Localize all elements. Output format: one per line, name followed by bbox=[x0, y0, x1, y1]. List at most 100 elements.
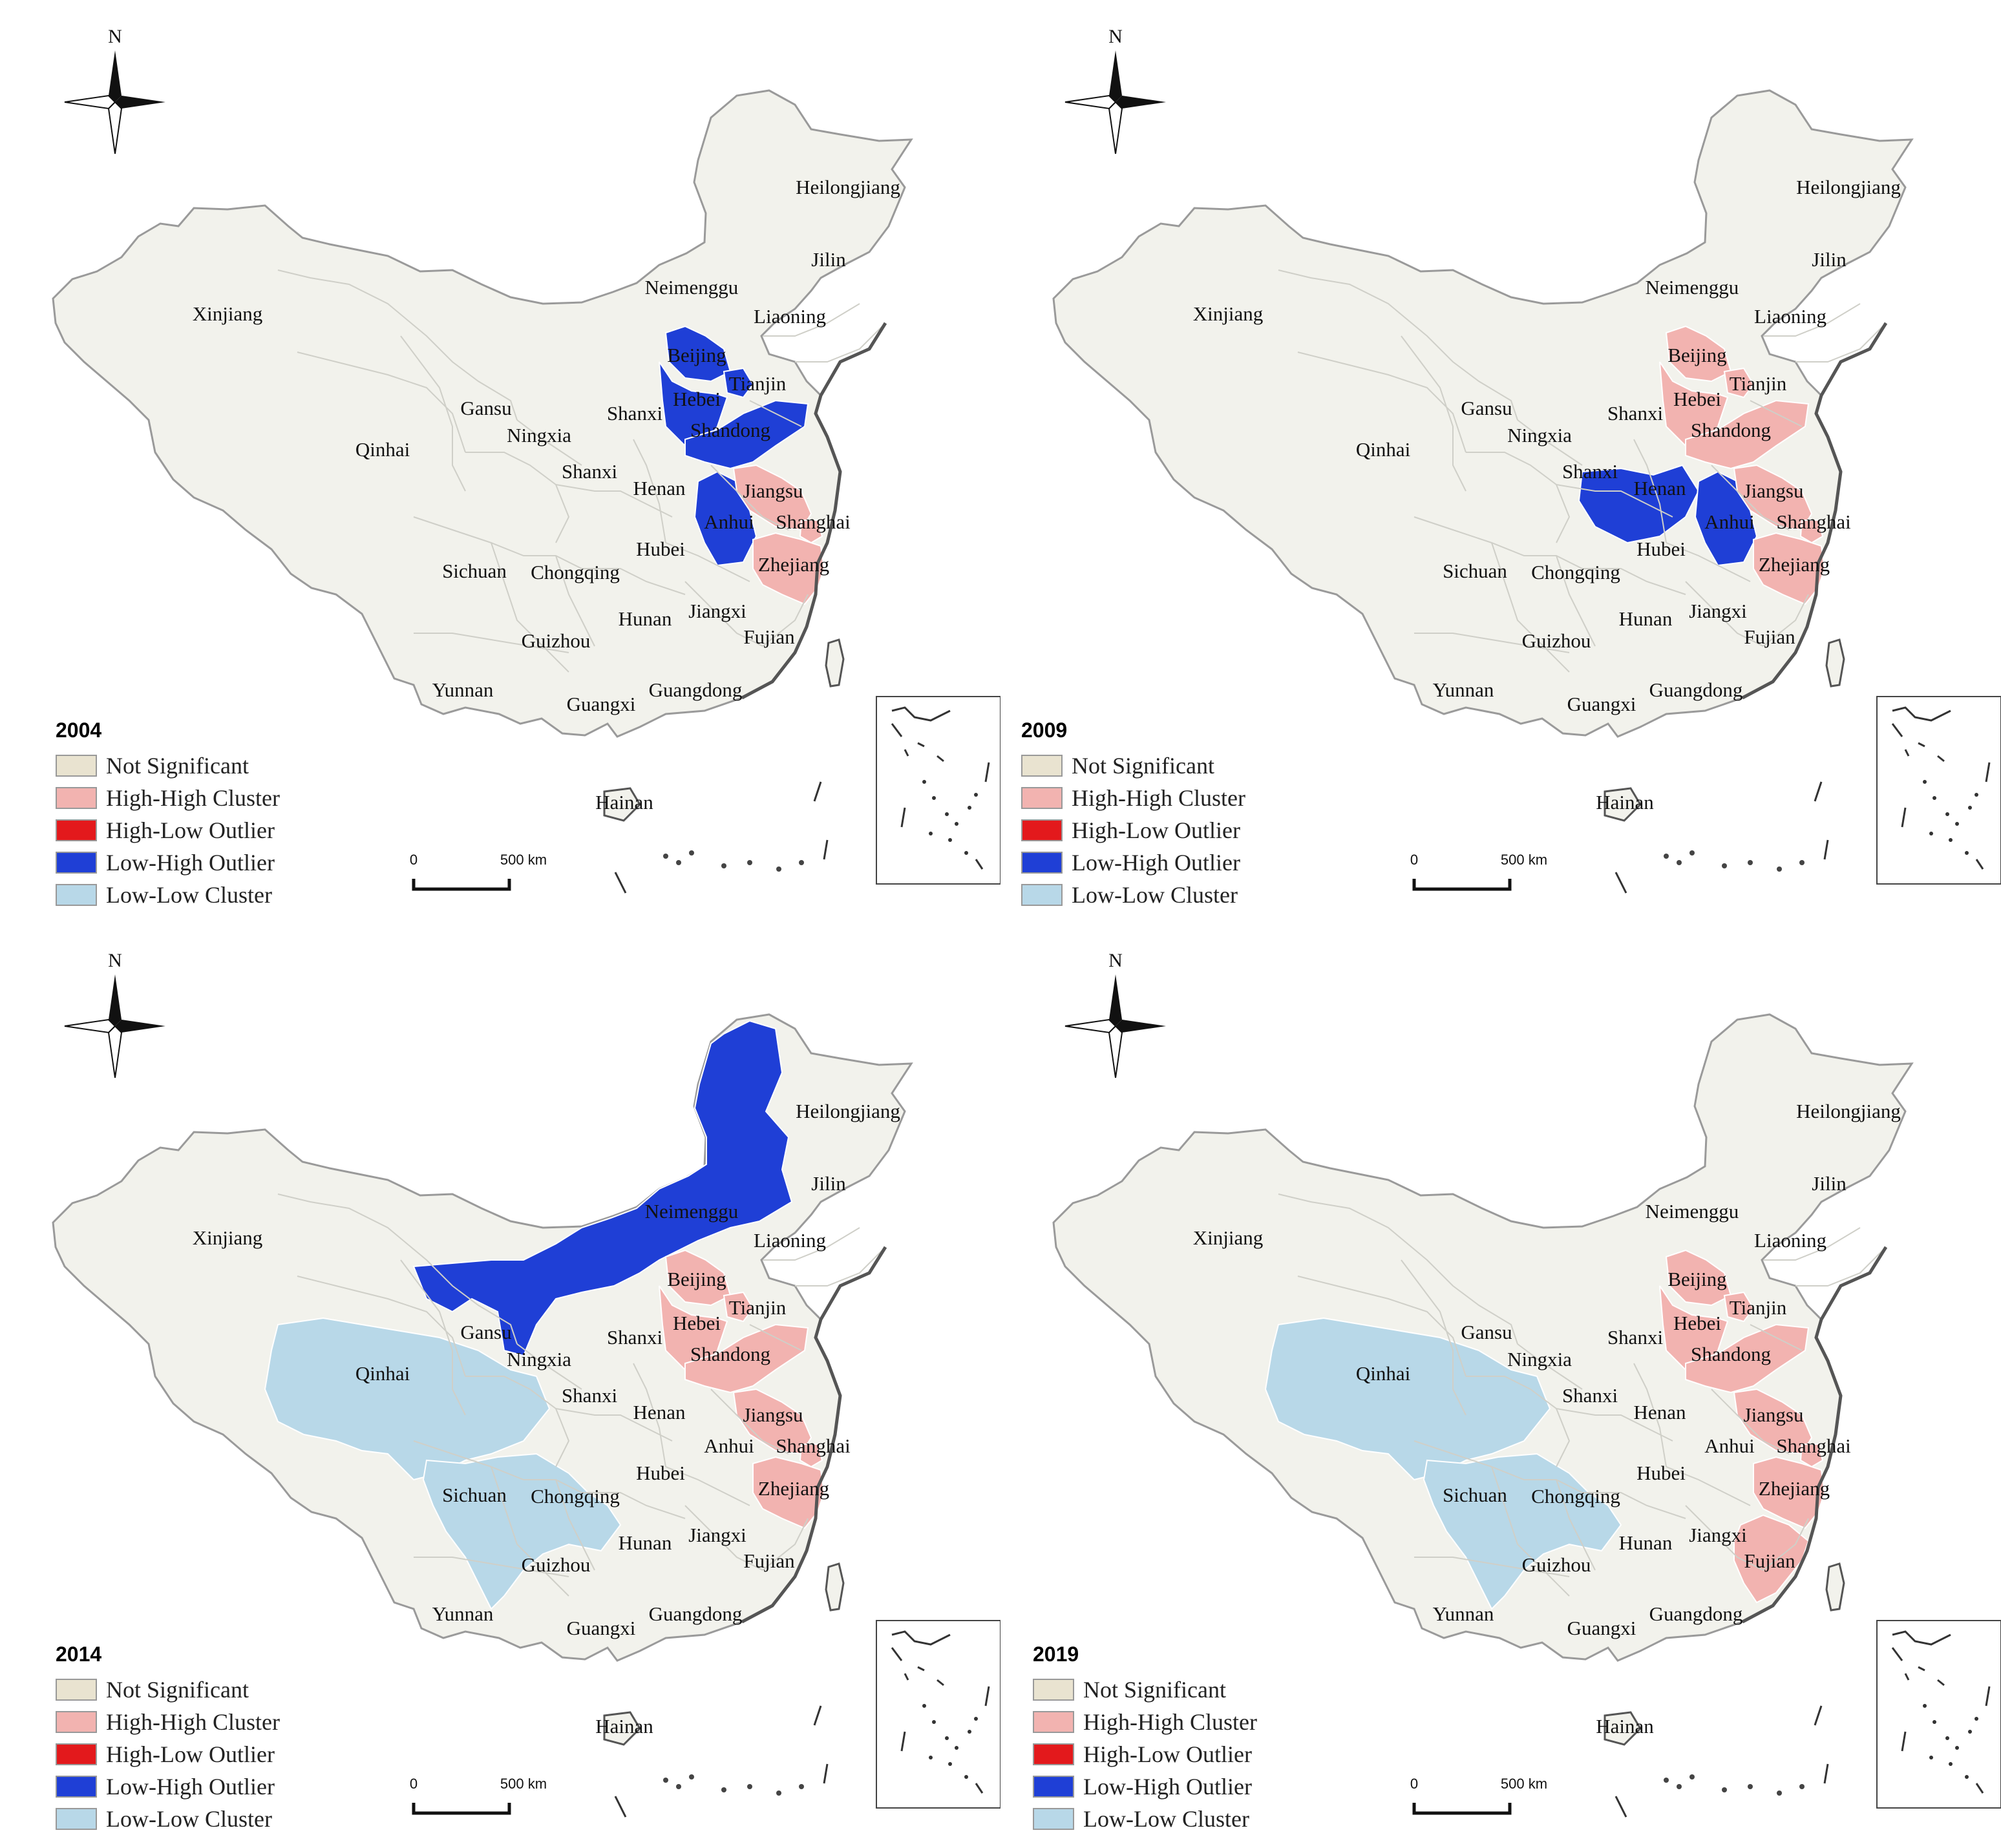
province-border bbox=[1556, 1479, 1596, 1571]
legend-item-high-low: High-Low Outlier bbox=[56, 1738, 280, 1770]
legend-item-low-high: Low-High Outlier bbox=[56, 1770, 280, 1803]
scale-end: 500 km bbox=[500, 1776, 547, 1792]
province-label: Beijing bbox=[1668, 344, 1726, 366]
region-fujian bbox=[1733, 1514, 1810, 1604]
province-label: Shanghai bbox=[776, 1434, 851, 1457]
island-dot bbox=[1748, 860, 1753, 865]
province-label: Tianjin bbox=[1730, 1296, 1787, 1319]
legend-item-low-low: Low-Low Cluster bbox=[56, 879, 280, 911]
province-label: Anhui bbox=[704, 510, 754, 533]
scale-line bbox=[1412, 1803, 1512, 1815]
legend-item-high-low: High-Low Outlier bbox=[1021, 814, 1245, 846]
scale-bar: 0 500 km bbox=[410, 852, 547, 891]
inset-coast bbox=[891, 1630, 951, 1686]
region-shandong bbox=[1685, 1323, 1810, 1394]
province-label: Anhui bbox=[704, 1434, 754, 1457]
island-dot bbox=[721, 1787, 726, 1792]
province-border bbox=[1556, 1408, 1673, 1442]
province-label: Zhejiang bbox=[1759, 553, 1830, 576]
province-label: Sichuan bbox=[442, 1484, 507, 1506]
province-border bbox=[1401, 335, 1466, 492]
province-label: Shanxi bbox=[1607, 402, 1664, 425]
province-label: Guangdong bbox=[649, 678, 743, 701]
north-arrow: N bbox=[1064, 26, 1166, 154]
province-label: Beijing bbox=[667, 344, 726, 366]
scale-zero: 0 bbox=[410, 852, 418, 868]
province-label: Hainan bbox=[1596, 1715, 1654, 1738]
legend-label: High-Low Outlier bbox=[106, 1741, 275, 1767]
province-border bbox=[1633, 1363, 1667, 1467]
inset-island bbox=[1955, 822, 1959, 826]
north-arrow-down bbox=[107, 1025, 123, 1078]
province-label: Guizhou bbox=[1522, 629, 1591, 652]
province-label: Guangdong bbox=[1649, 678, 1743, 701]
province-border bbox=[1401, 1259, 1466, 1416]
province-border bbox=[582, 568, 686, 595]
province-label: Henan bbox=[1634, 477, 1686, 499]
province-label: Hebei bbox=[673, 1312, 721, 1334]
province-label: Hainan bbox=[595, 791, 653, 814]
dash-line bbox=[1615, 781, 1829, 894]
inset-island bbox=[955, 1746, 958, 1750]
province-label: Zhejiang bbox=[758, 553, 829, 576]
year-label: 2014 bbox=[56, 1643, 102, 1666]
province-label: Hubei bbox=[636, 538, 685, 560]
province-label: Henan bbox=[1634, 1401, 1686, 1423]
province-label: Jiangsu bbox=[1744, 479, 1804, 502]
province-border bbox=[762, 1518, 809, 1571]
legend-label: Low-High Outlier bbox=[106, 850, 275, 876]
legend-label: Not Significant bbox=[106, 1677, 249, 1703]
province-label: Hainan bbox=[595, 1715, 653, 1738]
island-dot bbox=[1677, 860, 1682, 865]
province-border bbox=[1556, 555, 1596, 647]
legend-item-low-low: Low-Low Cluster bbox=[1021, 879, 1245, 911]
province-border bbox=[1763, 1518, 1809, 1571]
inset-island bbox=[1965, 851, 1969, 855]
inset-map bbox=[876, 696, 1001, 885]
north-label: N bbox=[108, 950, 122, 971]
scale-zero: 0 bbox=[410, 1776, 418, 1792]
inset-map bbox=[876, 1620, 1001, 1809]
province-border bbox=[665, 542, 750, 582]
island-dot bbox=[1722, 863, 1727, 868]
island-dot bbox=[1677, 1784, 1682, 1789]
province-label: Jiangxi bbox=[688, 600, 746, 622]
legend-item-low-high: Low-High Outlier bbox=[1033, 1770, 1257, 1803]
legend-swatch bbox=[56, 884, 97, 906]
province-border bbox=[1685, 1505, 1764, 1571]
inset-island bbox=[1932, 1720, 1936, 1724]
inset-island bbox=[1923, 1704, 1927, 1708]
province-label: Tianjin bbox=[1730, 372, 1787, 395]
island-dot bbox=[689, 850, 694, 856]
province-label: Shanghai bbox=[1776, 510, 1851, 533]
inset-island bbox=[922, 1704, 926, 1708]
province-label: Shandong bbox=[1691, 419, 1771, 441]
island-dot bbox=[663, 1778, 668, 1783]
province-border bbox=[665, 1466, 750, 1506]
province-border bbox=[413, 516, 582, 569]
legend-label: High-Low Outlier bbox=[1072, 817, 1240, 843]
province-label: Shanxi bbox=[562, 460, 618, 483]
province-label: Shanghai bbox=[776, 510, 851, 533]
region-sichuan bbox=[422, 1453, 622, 1610]
province-label: Hebei bbox=[673, 388, 721, 410]
province-label: Sichuan bbox=[1443, 1484, 1507, 1506]
province-label: Neimenggu bbox=[645, 276, 739, 299]
inset-island bbox=[948, 838, 952, 842]
inset-frame bbox=[1876, 1620, 2001, 1809]
taiwan bbox=[825, 638, 845, 688]
legend-item-low-high: Low-High Outlier bbox=[56, 846, 280, 879]
province-label: Jiangsu bbox=[743, 479, 803, 502]
island-dot bbox=[747, 860, 752, 865]
province-border bbox=[465, 1376, 570, 1467]
province-label: Ningxia bbox=[507, 424, 571, 446]
north-arrow-west bbox=[1064, 1018, 1117, 1034]
province-border bbox=[1413, 1440, 1583, 1493]
province-label: Qinhai bbox=[355, 1362, 410, 1385]
inset-island bbox=[1949, 1762, 1953, 1766]
province-border bbox=[1666, 1466, 1751, 1506]
province-label: Chongqing bbox=[1531, 561, 1620, 583]
province-label: Heilongjiang bbox=[1796, 1100, 1901, 1122]
province-border bbox=[1466, 452, 1571, 543]
province-border bbox=[491, 542, 569, 673]
